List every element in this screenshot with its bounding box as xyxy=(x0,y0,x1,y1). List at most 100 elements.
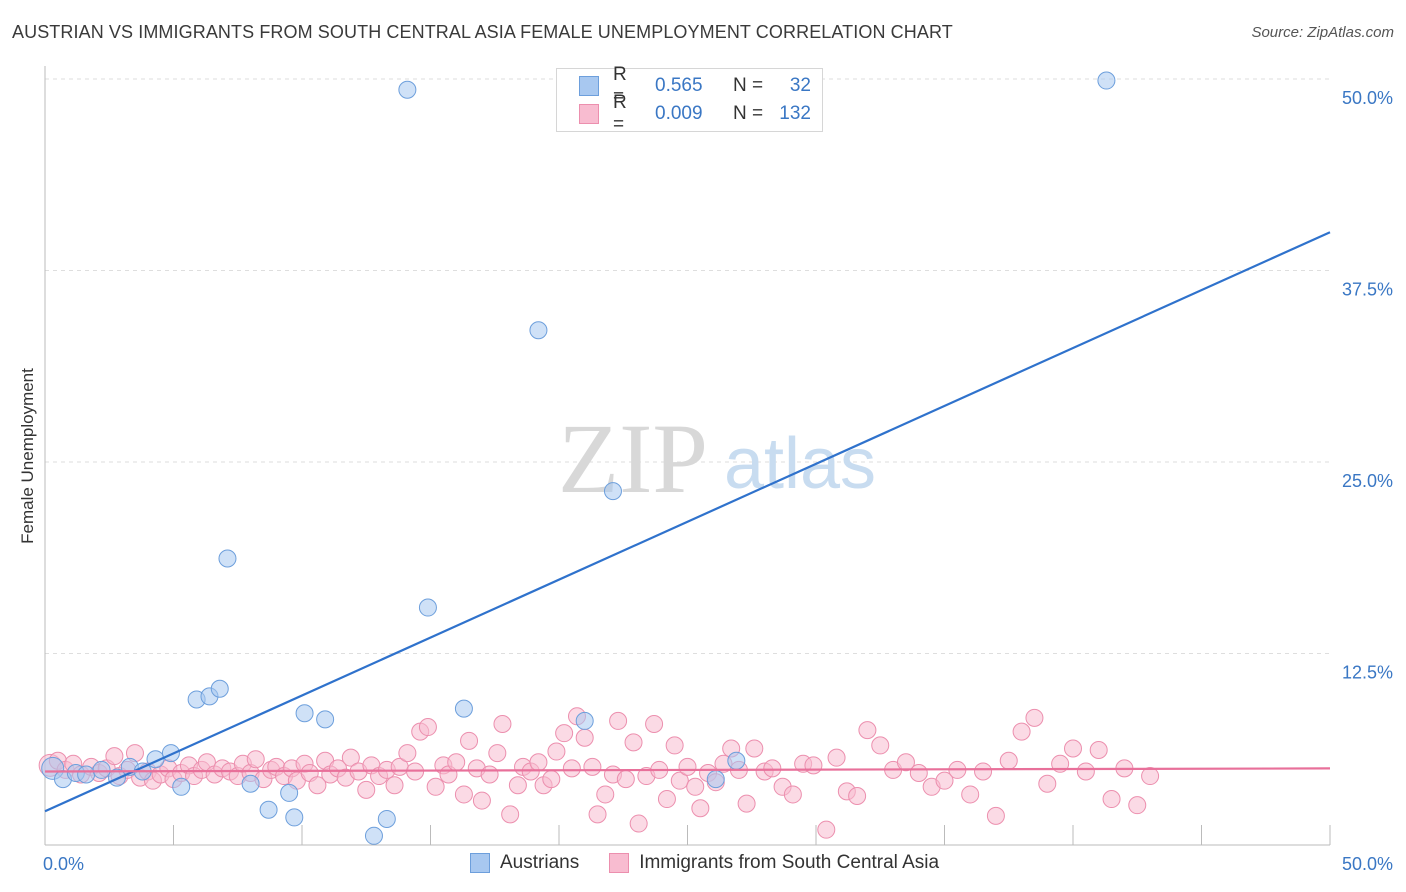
austrians-point xyxy=(280,783,299,802)
x-tick-label: 0.0% xyxy=(43,854,84,874)
source-label: Source: ZipAtlas.com xyxy=(1251,24,1394,41)
immigrants-point xyxy=(575,728,594,747)
immigrants-point xyxy=(1012,722,1031,741)
correlation-legend: R = 0.565 N = 32 R = 0.009 N = 132 xyxy=(556,64,823,135)
austrians-point xyxy=(161,744,180,763)
immigrants-point xyxy=(501,805,520,824)
r-value: 0.009 xyxy=(655,103,703,124)
immigrants-point xyxy=(896,753,915,772)
n-value: 32 xyxy=(789,75,811,96)
immigrants-point xyxy=(357,780,376,799)
chart-title: AUSTRIAN VS IMMIGRANTS FROM SOUTH CENTRA… xyxy=(12,22,953,42)
austrians-point xyxy=(575,711,594,730)
immigrants-point xyxy=(686,777,705,796)
immigrants-point xyxy=(447,753,466,772)
immigrants-point xyxy=(665,736,684,755)
watermark-atlas: atlas xyxy=(724,424,876,504)
immigrants-point xyxy=(547,742,566,761)
austrians-point xyxy=(218,549,237,568)
axes xyxy=(44,66,1331,846)
austrians-point xyxy=(454,699,473,718)
austrians-trend-line xyxy=(44,231,1331,813)
legend-item-immigrants[interactable]: Immigrants from South Central Asia xyxy=(609,852,939,874)
immigrants-point xyxy=(398,744,417,763)
legend-label-immigrants: Immigrants from South Central Asia xyxy=(639,852,940,873)
austrians-point xyxy=(210,679,229,698)
immigrants-trend-line xyxy=(44,767,1331,773)
trend-lines xyxy=(44,231,1331,813)
immigrants-point xyxy=(745,739,764,758)
immigrants-point xyxy=(645,714,664,733)
immigrants-point xyxy=(657,790,676,809)
immigrants-point xyxy=(1141,767,1160,786)
y-tick-label: 25.0% xyxy=(1342,471,1393,491)
legend-item-austrians[interactable]: Austrians xyxy=(470,852,579,874)
immigrants-point xyxy=(341,748,360,767)
austrians-point xyxy=(1097,71,1116,90)
immigrants-points xyxy=(38,707,1160,839)
austrians-point xyxy=(418,598,437,617)
austrians-swatch xyxy=(470,853,490,873)
x-tick-label: 50.0% xyxy=(1342,854,1393,874)
austrians-swatch xyxy=(579,76,599,96)
austrians-point xyxy=(727,751,746,770)
immigrants-point xyxy=(961,785,980,804)
immigrants-point xyxy=(935,771,954,790)
immigrants-point xyxy=(460,731,479,750)
immigrants-point xyxy=(418,718,437,737)
n-value: 132 xyxy=(779,103,811,124)
immigrants-point xyxy=(246,750,265,769)
immigrants-point xyxy=(827,748,846,767)
immigrants-point xyxy=(804,756,823,775)
immigrants-point xyxy=(986,806,1005,825)
immigrants-point xyxy=(105,747,124,766)
watermark: ZIP atlas xyxy=(558,403,876,514)
r-value: 0.565 xyxy=(655,75,703,96)
austrians-point xyxy=(259,800,278,819)
gridlines xyxy=(45,78,1330,654)
n-label: N = xyxy=(733,103,764,124)
immigrants-point xyxy=(588,805,607,824)
immigrants-point xyxy=(609,711,628,730)
r-label: R = xyxy=(613,92,627,135)
austrians-point xyxy=(241,774,260,793)
watermark-zip: ZIP xyxy=(558,403,708,514)
immigrants-point xyxy=(1076,762,1095,781)
tick-labels: 12.5% 25.0% 37.5% 50.0% 0.0% 50.0% xyxy=(43,88,1393,874)
immigrants-point xyxy=(848,786,867,805)
immigrants-point xyxy=(670,771,689,790)
austrians-point xyxy=(285,808,304,827)
immigrants-point xyxy=(624,733,643,752)
austrians-point xyxy=(316,710,335,729)
immigrants-point xyxy=(974,762,993,781)
immigrants-point xyxy=(472,791,491,810)
austrians-point xyxy=(77,765,96,784)
immigrants-point xyxy=(629,814,648,833)
immigrants-point xyxy=(1064,739,1082,758)
legend-label-austrians: Austrians xyxy=(500,852,580,873)
austrians-point xyxy=(92,760,111,779)
austrians-point xyxy=(529,321,548,340)
n-label: N = xyxy=(733,75,764,96)
immigrants-swatch xyxy=(579,104,599,124)
immigrants-swatch xyxy=(609,853,630,873)
immigrants-point xyxy=(763,759,782,778)
immigrants-point xyxy=(783,785,802,804)
immigrants-point xyxy=(508,776,527,795)
immigrants-point xyxy=(1089,741,1108,760)
austrians-point xyxy=(172,777,191,796)
immigrants-point xyxy=(817,820,836,839)
austrians-point xyxy=(603,482,622,501)
immigrants-point xyxy=(999,751,1018,770)
austrians-point xyxy=(295,704,314,723)
immigrants-point xyxy=(691,799,710,818)
immigrants-point xyxy=(308,776,327,795)
immigrants-point xyxy=(1025,708,1044,727)
series-legend: Austrians Immigrants from South Central … xyxy=(470,852,969,874)
immigrants-point xyxy=(737,794,756,813)
immigrants-point xyxy=(493,714,512,733)
immigrants-point xyxy=(616,770,635,789)
r-label: R = xyxy=(613,64,627,107)
austrians-point xyxy=(706,770,725,789)
